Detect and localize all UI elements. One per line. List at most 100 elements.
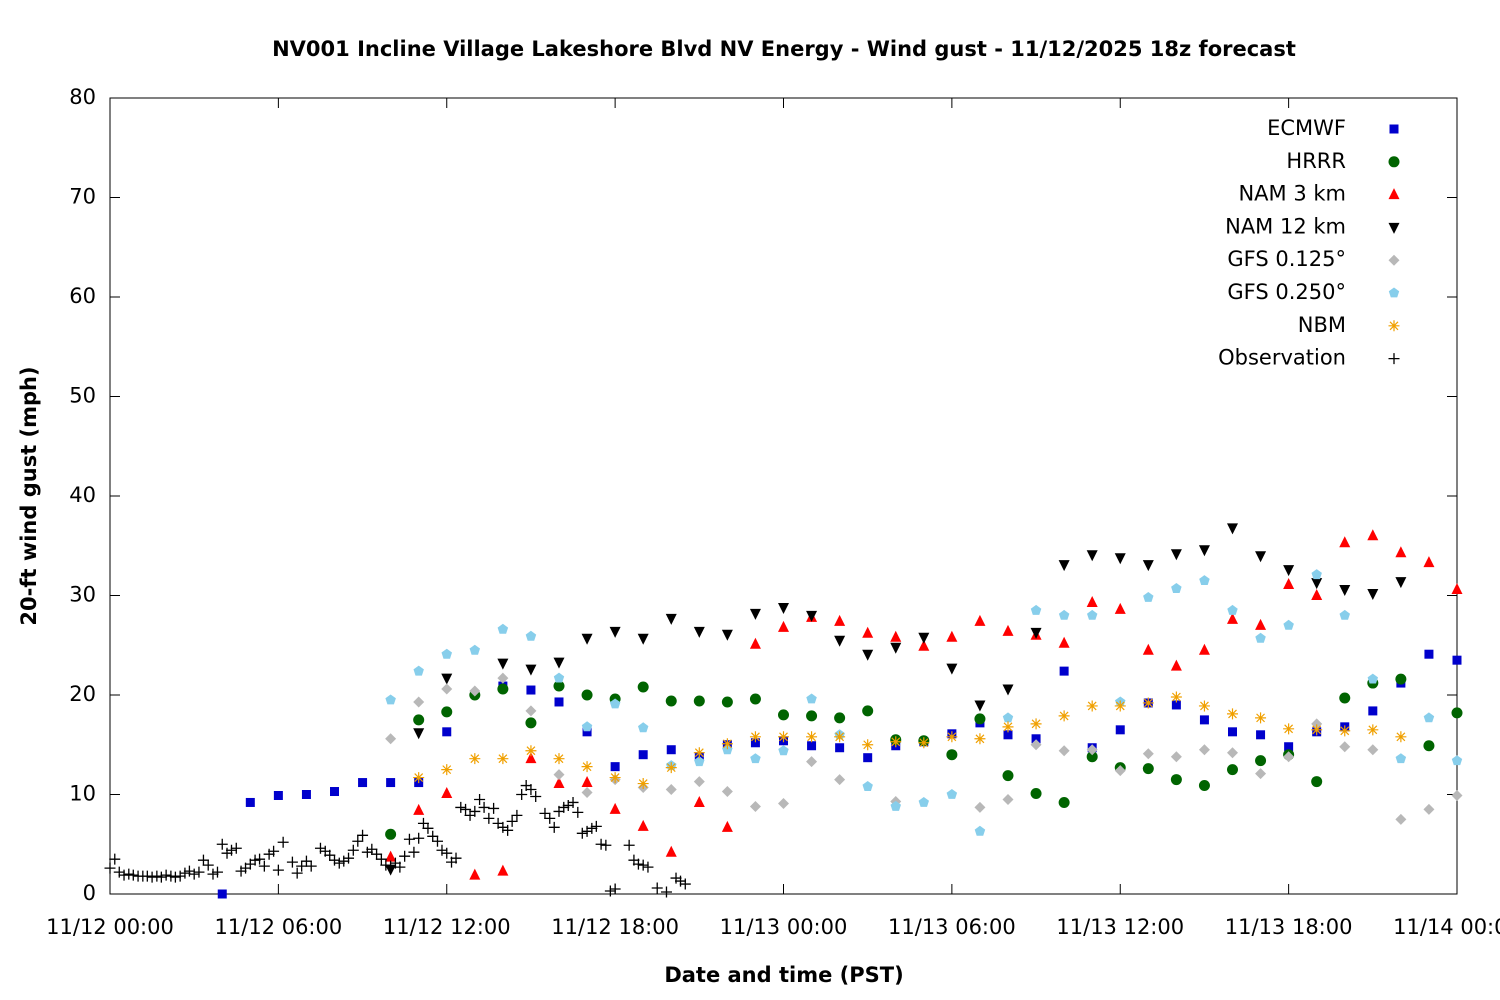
point [1255,755,1267,767]
point [413,728,425,740]
point [553,672,565,683]
point [806,731,818,743]
point [525,752,537,764]
point [1311,589,1323,600]
point [638,722,649,733]
point [1283,565,1295,577]
point [525,745,537,757]
point [525,717,537,729]
point [581,721,593,732]
point [918,797,929,807]
point [1424,649,1434,659]
point [1227,604,1238,615]
point [660,886,672,898]
point [749,637,761,649]
point [413,696,425,708]
point [1086,550,1098,562]
point [721,786,733,798]
point [417,817,429,829]
point [207,868,219,880]
x-tick-label: 11/12 18:00 [551,915,679,939]
x-tick-label: 11/14 00:00 [1393,915,1500,939]
point [806,693,817,704]
point [165,870,177,882]
point [946,749,958,761]
point [146,871,158,883]
point [778,731,789,743]
point [834,635,846,647]
point [530,790,542,802]
point [693,626,705,638]
point [609,772,621,784]
point [155,871,167,883]
point [581,787,593,799]
point [1283,723,1295,735]
point [1395,673,1407,685]
point [576,827,588,839]
point [375,853,387,865]
point [371,848,383,860]
legend-marker [1388,287,1400,298]
point [974,700,986,712]
point [301,790,311,799]
point [1451,789,1463,801]
point [586,822,598,834]
point [834,712,846,724]
point [230,842,242,854]
point [358,778,368,788]
point [1058,710,1070,722]
point [637,859,649,871]
point [343,852,355,864]
point [1311,724,1323,736]
point [511,809,523,821]
point [1002,624,1014,636]
point [721,820,733,832]
point [562,799,574,811]
point [1395,753,1407,764]
point [441,648,452,659]
point [1171,583,1182,593]
point [590,820,602,832]
legend-label: GFS 0.250° [1227,280,1346,304]
point [1002,712,1014,723]
legend-label: NAM 12 km [1225,214,1346,238]
point [1367,529,1379,541]
point [1423,556,1435,568]
point [1142,697,1154,709]
point [441,683,453,695]
point [609,626,621,638]
point [553,769,565,781]
point [862,649,874,661]
point [1367,589,1379,601]
point [1030,739,1042,751]
x-tick-label: 11/13 00:00 [720,915,848,939]
point [1339,725,1351,737]
legend-label: NAM 3 km [1238,182,1346,206]
point [413,665,424,676]
point [666,745,676,755]
point [693,776,705,788]
point [385,850,397,862]
point [272,864,284,876]
point [604,885,616,897]
point [352,835,364,847]
point [1198,643,1210,655]
legend-label: NBM [1298,313,1346,337]
point [330,787,339,797]
point [609,698,621,709]
point [188,868,200,880]
point [1003,730,1013,740]
point [1311,578,1323,590]
point [582,727,592,737]
point [553,777,565,789]
point [1284,742,1294,752]
point [1256,730,1266,740]
point [226,844,238,856]
point [609,883,621,895]
point [516,789,528,800]
y-tick-label: 60 [69,284,96,308]
point [1367,673,1378,684]
point [1142,560,1154,572]
point [1255,618,1267,630]
point [807,741,817,751]
